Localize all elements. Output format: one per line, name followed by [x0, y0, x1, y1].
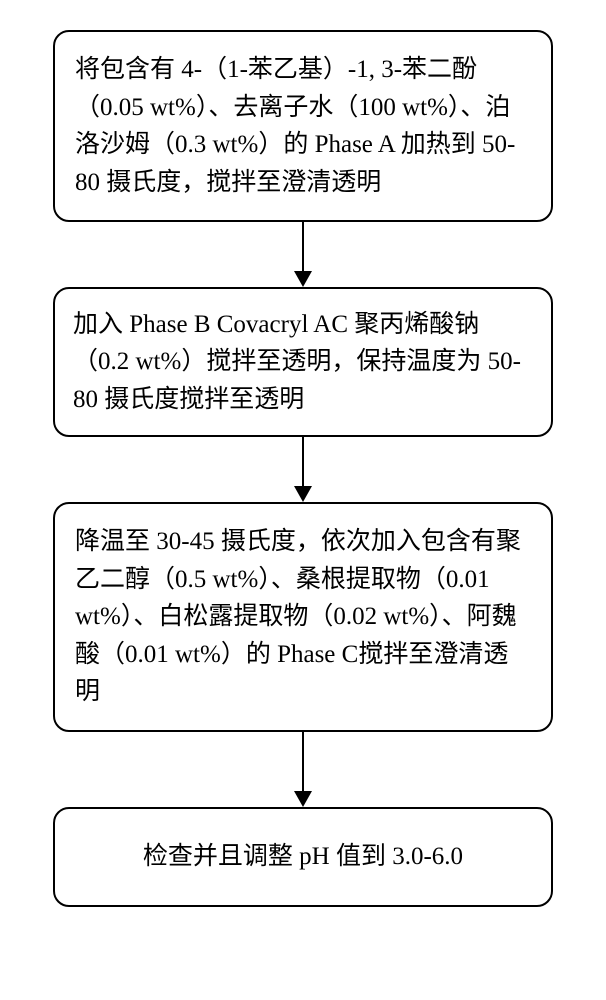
- step-4-text: 检查并且调整 pH 值到 3.0-6.0: [143, 838, 463, 876]
- flowchart-container: 将包含有 4-（1-苯乙基）-1, 3-苯二酚（0.05 wt%）、去离子水（1…: [0, 30, 606, 907]
- step-2-text: 加入 Phase B Covacryl AC 聚丙烯酸钠（0.2 wt%）搅拌至…: [73, 306, 533, 419]
- step-1-text: 将包含有 4-（1-苯乙基）-1, 3-苯二酚（0.05 wt%）、去离子水（1…: [75, 51, 531, 201]
- arrow-3: [294, 732, 312, 807]
- step-3-box: 降温至 30-45 摄氏度，依次加入包含有聚乙二醇（0.5 wt%）、桑根提取物…: [53, 502, 553, 732]
- step-4-box: 检查并且调整 pH 值到 3.0-6.0: [53, 807, 553, 907]
- step-3-text: 降温至 30-45 摄氏度，依次加入包含有聚乙二醇（0.5 wt%）、桑根提取物…: [75, 523, 531, 711]
- arrow-1: [294, 222, 312, 287]
- step-1-box: 将包含有 4-（1-苯乙基）-1, 3-苯二酚（0.05 wt%）、去离子水（1…: [53, 30, 553, 222]
- step-2-box: 加入 Phase B Covacryl AC 聚丙烯酸钠（0.2 wt%）搅拌至…: [53, 287, 553, 437]
- arrow-2: [294, 437, 312, 502]
